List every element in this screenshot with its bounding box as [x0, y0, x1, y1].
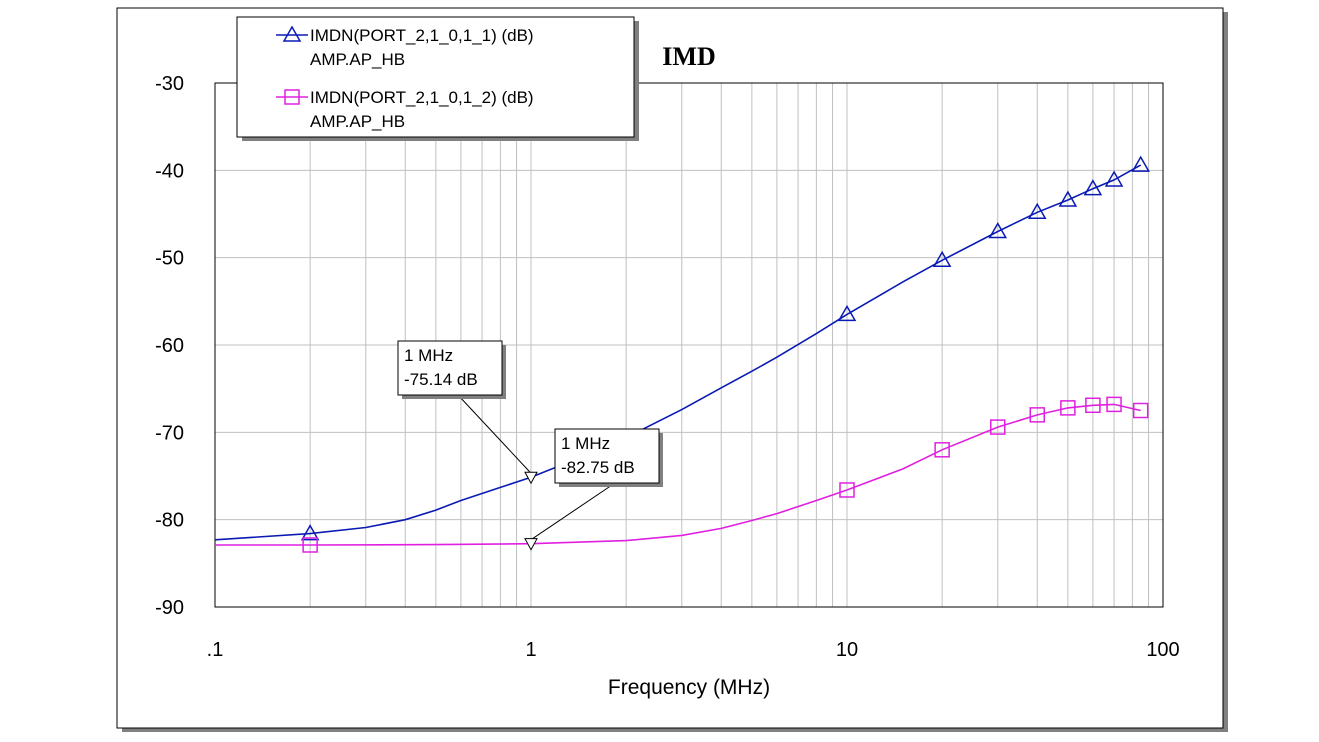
series-1-marker: [1083, 179, 1103, 196]
annotation-point-marker: [524, 538, 538, 551]
series-2-marker: [1132, 402, 1149, 419]
marker-layer: [300, 155, 1150, 553]
series-1-marker: [300, 524, 320, 541]
legend-swatch-marker: [284, 89, 300, 105]
y-tick-label: -80: [155, 510, 184, 532]
series-1-marker: [1104, 170, 1124, 187]
legend-box: [236, 16, 635, 138]
legend-series-source: AMP.AP_HB: [310, 50, 405, 69]
series-1-marker: [1027, 202, 1047, 220]
legend-swatch-marker: [282, 25, 302, 42]
chart-title: IMD: [662, 42, 715, 71]
y-tick-label: -40: [155, 160, 184, 182]
series-1-marker: [1058, 190, 1078, 207]
annotation-value: -75.14 dB: [404, 370, 478, 389]
annotation-leader: [457, 394, 532, 474]
series-1-marker: [988, 221, 1008, 239]
annotation-freq: 1 MHz: [561, 434, 610, 453]
annotation-value: -82.75 dB: [561, 458, 635, 477]
series-2-marker: [302, 537, 318, 553]
series-2-marker: [1085, 397, 1101, 414]
series-1-marker: [837, 304, 857, 322]
x-tick-label: 1: [525, 639, 536, 661]
annotation-box: [554, 428, 660, 484]
legend-series-name: IMDN(PORT_2,1_0,1_2) (dB): [310, 88, 534, 107]
legend: IMDN(PORT_2,1_0,1_1) (dB) AMP.AP_HB IMDN(P…: [236, 16, 639, 141]
annotation-freq: 1 MHz: [404, 346, 453, 365]
series-1-marker: [1131, 155, 1150, 172]
x-tick-label: 100: [1146, 639, 1179, 661]
y-tick-label: -70: [155, 422, 184, 444]
series-2-marker: [990, 419, 1006, 435]
y-tick-label: -90: [155, 597, 184, 619]
series-1-marker: [932, 250, 952, 268]
annotation-point-marker: [524, 471, 538, 485]
legend-series-source: AMP.AP_HB: [310, 112, 405, 131]
annotation-layer: 1 MHz -75.14 dB 1 MHz -82.75 dB: [397, 340, 663, 551]
y-tick-label: -60: [155, 335, 184, 357]
series-line-1: [215, 164, 1142, 541]
x-axis-ticks: .1 1 10 100: [207, 639, 1180, 661]
annotation-leader: [530, 482, 616, 541]
y-tick-label: -30: [155, 73, 184, 95]
plot-area: [214, 82, 1164, 608]
series-2-marker: [839, 482, 855, 498]
legend-series-name: IMDN(PORT_2,1_0,1_1) (dB): [310, 26, 534, 45]
series-2-marker: [934, 442, 950, 458]
x-axis-title: Frequency (MHz): [608, 676, 770, 699]
annotation-box: [397, 340, 503, 396]
x-tick-label: .1: [207, 639, 224, 661]
series-2-marker: [1060, 400, 1076, 416]
series-2-marker: [1106, 396, 1122, 413]
series-2-marker: [1029, 407, 1046, 423]
x-tick-label: 10: [836, 639, 858, 661]
y-axis-ticks: -30 -40 -50 -60 -70 -80 -90: [155, 73, 184, 619]
y-tick-label: -50: [155, 248, 184, 270]
